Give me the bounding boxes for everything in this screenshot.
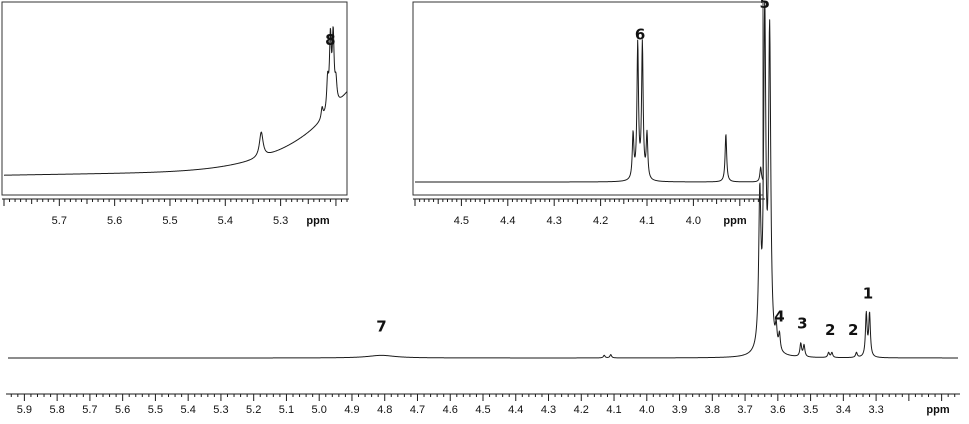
inset-left-spectrum-trace [3,26,348,176]
tick-label: 5.3 [273,215,288,227]
peak-label-8: 8 [325,31,335,49]
tick-label: 5.3 [213,404,228,416]
axis-unit-label: ppm [306,215,329,227]
peak-label-3: 3 [797,314,807,332]
inset-right-frame [412,1,764,196]
tick-label: 4.3 [547,215,562,227]
peak-label-5: 5 [760,0,770,12]
tick-label: 3.6 [770,404,785,416]
tick-label: 4.0 [639,404,654,416]
tick-label: 5.5 [148,404,163,416]
axis-unit-label: ppm [723,215,746,227]
tick-label: 3.7 [737,404,752,416]
tick-label: 3.8 [705,404,720,416]
tick-label: 4.2 [574,404,589,416]
tick-label: 5.8 [49,404,64,416]
inset-left-frame [1,1,348,196]
tick-label: 4.5 [454,215,469,227]
tick-label: 5.2 [246,404,261,416]
peak-label-2: 2 [825,321,835,339]
peak-label-2: 2 [848,321,858,339]
inset-panel-right: 4.5 4.4 4.3 4.2 4.1 4.0 ppm 6 [412,1,765,227]
tick-label: 5.0 [312,404,327,416]
main-spectrum-trace [7,1,959,359]
tick-label: 4.1 [639,215,654,227]
tick-label: 4.8 [377,404,392,416]
peak-label-7: 7 [376,318,386,336]
tick-label: 4.9 [344,404,359,416]
tick-label: 4.0 [686,215,701,227]
inset-panel-left: 5.7 5.6 5.5 5.4 5.3 ppm 8 [1,1,349,227]
tick-label: 3.3 [868,404,883,416]
tick-label: 5.4 [218,215,233,227]
tick-label: 4.1 [606,404,621,416]
tick-label: 5.6 [115,404,130,416]
tick-label: 5.6 [107,215,122,227]
main-spectrum-panel: 5.9 5.8 5.7 5.6 5.5 5.4 5.3 5.2 5.1 5.0 4.9 4.8 4.7 4… [6,0,960,416]
tick-label: 4.3 [541,404,556,416]
peak-label-1: 1 [863,285,873,303]
tick-label: 5.7 [82,404,97,416]
axis-unit-label: ppm [926,404,949,416]
tick-label: 4.5 [475,404,490,416]
tick-label: 4.6 [443,404,458,416]
tick-label: 4.4 [508,404,523,416]
tick-label: 4.7 [410,404,425,416]
inset-right-spectrum-trace [414,39,764,183]
tick-label: 3.5 [803,404,818,416]
tick-label: 5.7 [52,215,67,227]
tick-label: 5.4 [181,404,196,416]
peak-label-4: 4 [774,308,784,326]
tick-label: 4.2 [593,215,608,227]
tick-label: 5.9 [17,404,32,416]
tick-label: 5.5 [162,215,177,227]
tick-label: 4.4 [500,215,515,227]
tick-label: 5.1 [279,404,294,416]
tick-label: 3.4 [836,404,851,416]
tick-label: 3.9 [672,404,687,416]
peak-label-6: 6 [635,26,645,44]
